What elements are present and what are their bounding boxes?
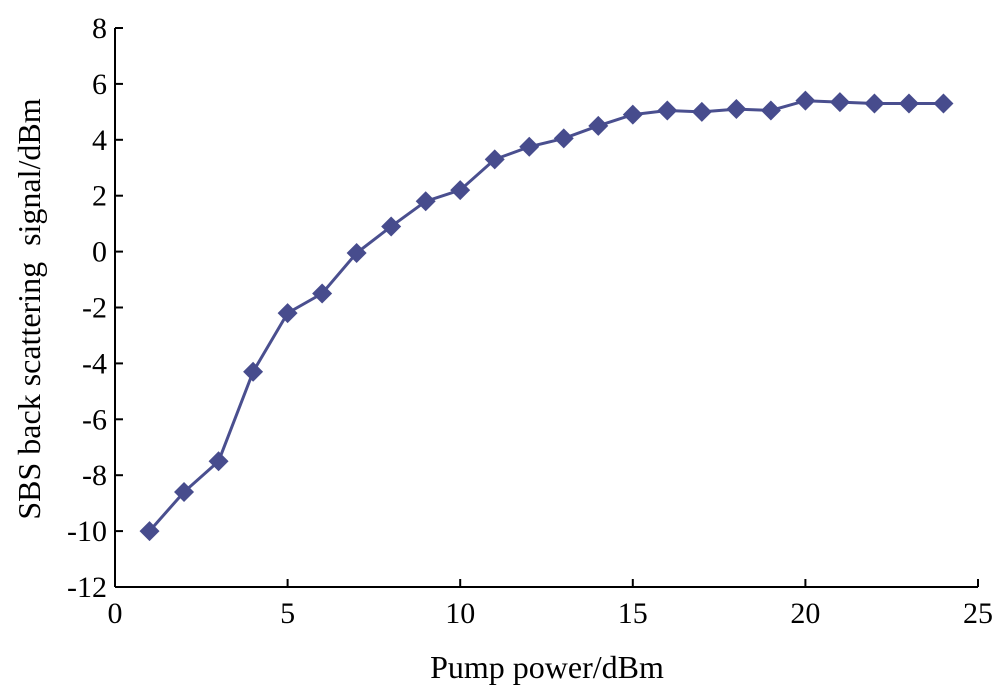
- x-tick-label: 25: [963, 597, 993, 630]
- data-point: [484, 149, 505, 170]
- data-point: [657, 100, 678, 121]
- y-axis-title: SBS back scattering signal/dBm: [11, 98, 47, 519]
- y-tick-label: -10: [67, 515, 107, 548]
- data-point: [174, 481, 195, 502]
- y-tick-label: -6: [82, 403, 107, 436]
- data-point: [795, 90, 816, 111]
- data-point: [415, 191, 436, 212]
- data-point: [208, 451, 229, 472]
- data-point: [381, 216, 402, 237]
- data-point: [519, 136, 540, 157]
- x-axis-title: Pump power/dBm: [430, 649, 664, 685]
- data-point: [243, 361, 264, 382]
- data-point: [898, 93, 919, 114]
- data-point: [829, 92, 850, 113]
- data-point: [588, 115, 609, 136]
- data-point: [691, 101, 712, 122]
- data-point: [726, 99, 747, 120]
- plot-area: 0 5 10 15 20 25 -12 -10 -8 -6 -4 -2 0 2 4 6 8: [67, 12, 993, 630]
- y-tick-label: 6: [92, 68, 107, 101]
- data-point: [760, 100, 781, 121]
- y-tick-label: -4: [82, 347, 107, 380]
- data-point: [553, 128, 574, 149]
- y-tick-label: 0: [92, 236, 107, 269]
- y-tick-label: 8: [92, 12, 107, 45]
- y-tick-label: 2: [92, 180, 107, 213]
- x-tick-label: 20: [790, 597, 820, 630]
- y-tick-label: -8: [82, 459, 107, 492]
- y-tick-label: 4: [92, 124, 107, 157]
- x-tick-label: 10: [445, 597, 475, 630]
- data-point: [864, 93, 885, 114]
- data-point: [277, 303, 298, 324]
- data-point: [933, 93, 954, 114]
- data-point: [139, 521, 160, 542]
- x-tick-label: 5: [280, 597, 295, 630]
- y-tick-label: -2: [82, 292, 107, 325]
- x-tick-label: 15: [618, 597, 648, 630]
- data-point: [312, 283, 333, 304]
- data-point: [346, 242, 367, 263]
- data-point: [450, 180, 471, 201]
- y-tick-label: -12: [67, 571, 107, 604]
- x-tick-label: 0: [108, 597, 123, 630]
- data-point: [622, 104, 643, 125]
- series-line: [148, 99, 944, 533]
